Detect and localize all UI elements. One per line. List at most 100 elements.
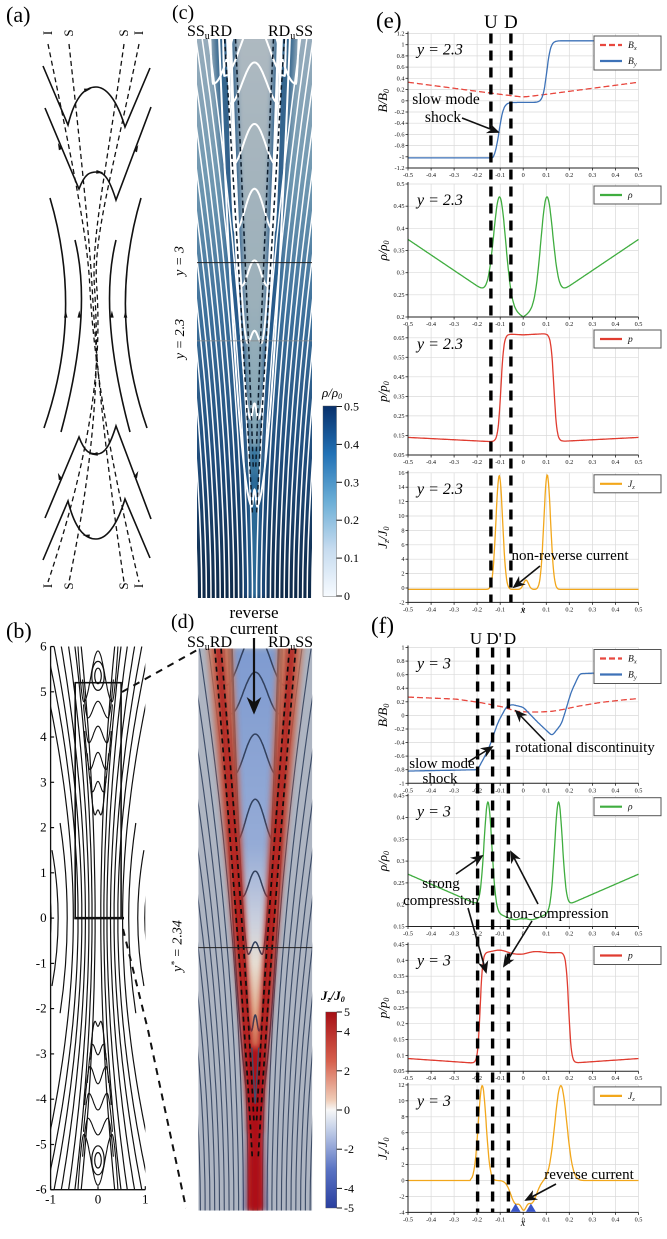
svg-text:U: U bbox=[484, 12, 498, 33]
svg-text:SSuRD: SSuRD bbox=[187, 23, 232, 42]
svg-text:-0.1: -0.1 bbox=[495, 321, 505, 328]
svg-text:0.3: 0.3 bbox=[588, 459, 596, 466]
svg-text:0: 0 bbox=[522, 787, 525, 794]
svg-text:-0.3: -0.3 bbox=[449, 606, 459, 613]
svg-text:0.3: 0.3 bbox=[588, 606, 596, 613]
svg-text:0.3: 0.3 bbox=[588, 787, 596, 794]
svg-text:0.2: 0.2 bbox=[565, 321, 573, 328]
svg-text:0: 0 bbox=[522, 1075, 525, 1082]
svg-text:(e): (e) bbox=[376, 8, 402, 33]
svg-text:-0.2: -0.2 bbox=[472, 321, 482, 328]
svg-text:-0.5: -0.5 bbox=[403, 1075, 413, 1082]
svg-text:-0.4: -0.4 bbox=[395, 120, 406, 127]
svg-text:(d): (d) bbox=[171, 611, 194, 633]
svg-text:4: 4 bbox=[40, 729, 47, 744]
svg-text:5: 5 bbox=[40, 684, 47, 699]
svg-text:y = 3: y = 3 bbox=[415, 804, 451, 821]
svg-text:By: By bbox=[628, 671, 637, 682]
svg-text:0.45: 0.45 bbox=[393, 793, 404, 800]
svg-text:Jz/J0: Jz/J0 bbox=[375, 526, 391, 548]
svg-text:0.25: 0.25 bbox=[393, 1005, 404, 1012]
svg-text:-0.8: -0.8 bbox=[395, 767, 405, 774]
svg-text:1: 1 bbox=[142, 1192, 149, 1207]
svg-text:4: 4 bbox=[401, 556, 405, 563]
svg-text:-1: -1 bbox=[36, 955, 47, 970]
svg-text:x: x bbox=[520, 605, 526, 616]
svg-text:10: 10 bbox=[398, 513, 404, 520]
svg-text:p: p bbox=[627, 335, 633, 345]
svg-text:0.3: 0.3 bbox=[588, 172, 596, 179]
svg-text:compression: compression bbox=[403, 893, 479, 909]
svg-text:-0.6: -0.6 bbox=[395, 753, 405, 760]
svg-text:0.1: 0.1 bbox=[397, 1052, 405, 1059]
svg-text:-4: -4 bbox=[399, 1209, 405, 1216]
svg-text:0.05: 0.05 bbox=[393, 1068, 404, 1075]
svg-text:-0.5: -0.5 bbox=[403, 459, 413, 466]
svg-text:-0.2: -0.2 bbox=[472, 172, 482, 179]
svg-text:-0.1: -0.1 bbox=[495, 787, 505, 794]
svg-text:-4: -4 bbox=[344, 1181, 354, 1195]
svg-text:-0.3: -0.3 bbox=[449, 459, 459, 466]
svg-text:-0.8: -0.8 bbox=[395, 143, 405, 150]
svg-text:Bx: Bx bbox=[628, 655, 637, 666]
svg-text:4: 4 bbox=[344, 1025, 350, 1039]
svg-text:slow mode: slow mode bbox=[412, 91, 480, 108]
svg-text:(c): (c) bbox=[172, 2, 194, 24]
svg-text:Jz/J0: Jz/J0 bbox=[320, 988, 345, 1004]
svg-text:6: 6 bbox=[40, 639, 47, 654]
svg-text:-0.2: -0.2 bbox=[472, 931, 482, 938]
svg-text:D': D' bbox=[486, 629, 501, 648]
svg-text:-0.2: -0.2 bbox=[395, 726, 405, 733]
svg-text:strong: strong bbox=[422, 876, 460, 892]
svg-text:0.2: 0.2 bbox=[397, 1021, 405, 1028]
svg-text:0.3: 0.3 bbox=[588, 1216, 596, 1223]
svg-text:S: S bbox=[61, 582, 76, 589]
svg-text:0.65: 0.65 bbox=[393, 335, 404, 342]
svg-text:0.15: 0.15 bbox=[393, 1037, 404, 1044]
svg-text:-1: -1 bbox=[399, 780, 404, 787]
svg-text:-2: -2 bbox=[344, 1142, 354, 1156]
svg-text:0.2: 0.2 bbox=[397, 902, 405, 909]
svg-text:U: U bbox=[470, 629, 482, 648]
svg-text:0.25: 0.25 bbox=[393, 413, 404, 420]
svg-text:0.4: 0.4 bbox=[611, 459, 620, 466]
svg-text:0.4: 0.4 bbox=[611, 172, 620, 179]
svg-text:-0.5: -0.5 bbox=[403, 321, 413, 328]
svg-text:-5: -5 bbox=[36, 1137, 47, 1152]
svg-text:0: 0 bbox=[522, 606, 525, 613]
svg-text:D: D bbox=[504, 12, 518, 33]
svg-text:16: 16 bbox=[398, 470, 404, 477]
svg-text:0.1: 0.1 bbox=[344, 551, 359, 565]
svg-text:Bx: Bx bbox=[628, 41, 637, 52]
svg-text:y = 2.3: y = 2.3 bbox=[173, 319, 188, 361]
svg-text:shock: shock bbox=[425, 109, 461, 126]
svg-text:y* = 2.34: y* = 2.34 bbox=[170, 920, 186, 974]
svg-text:0.5: 0.5 bbox=[635, 172, 643, 179]
svg-text:-0.3: -0.3 bbox=[449, 787, 459, 794]
svg-text:RDuSS: RDuSS bbox=[268, 634, 313, 653]
svg-text:2: 2 bbox=[40, 820, 47, 835]
svg-text:-2: -2 bbox=[399, 599, 404, 606]
svg-text:shock: shock bbox=[423, 771, 458, 787]
svg-text:ρ: ρ bbox=[627, 803, 633, 813]
svg-text:-3: -3 bbox=[36, 1046, 47, 1061]
svg-text:current: current bbox=[230, 619, 278, 638]
svg-text:0.3: 0.3 bbox=[588, 931, 596, 938]
svg-text:SSuRD: SSuRD bbox=[187, 634, 232, 653]
svg-text:0: 0 bbox=[40, 910, 47, 925]
svg-text:-0.4: -0.4 bbox=[395, 740, 406, 747]
svg-text:0.2: 0.2 bbox=[565, 459, 573, 466]
svg-text:5: 5 bbox=[344, 1005, 350, 1019]
svg-text:0.1: 0.1 bbox=[542, 787, 550, 794]
svg-text:-0.1: -0.1 bbox=[495, 172, 505, 179]
svg-text:0.1: 0.1 bbox=[542, 321, 550, 328]
svg-text:0.3: 0.3 bbox=[588, 321, 596, 328]
svg-text:6: 6 bbox=[401, 1130, 404, 1137]
svg-text:-0.4: -0.4 bbox=[426, 459, 437, 466]
svg-text:0: 0 bbox=[344, 1103, 350, 1117]
svg-text:0.4: 0.4 bbox=[397, 75, 406, 82]
svg-text:0.15: 0.15 bbox=[393, 924, 404, 931]
svg-text:-0.2: -0.2 bbox=[395, 109, 405, 116]
svg-text:0.1: 0.1 bbox=[542, 1075, 550, 1082]
svg-text:0.1: 0.1 bbox=[542, 606, 550, 613]
